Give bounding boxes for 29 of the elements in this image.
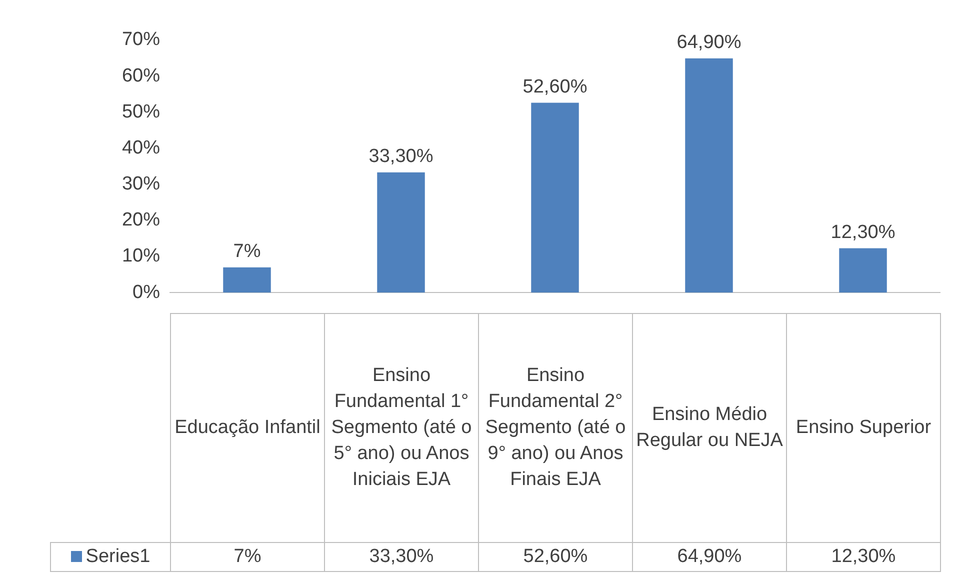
data-label: 64,90% [632,542,786,572]
y-tick-label: 50% [122,101,160,122]
y-tick-label: 40% [122,137,160,158]
data-label: 12,30% [786,542,940,572]
y-tick-label: 60% [122,65,160,86]
x-tick-label: Ensino Médio Regular ou NEJA [632,314,786,542]
bar [531,102,579,293]
text: 12,30% [830,222,896,243]
text: 33,30% [368,146,434,168]
x-tick-label: Ensino Fundamental 1° Segmento (até o 5° ano) ou Anos Iniciais EJA [324,314,478,542]
bar [223,267,271,293]
data-label: 33,30% [324,542,478,572]
y-tick-label: 0% [132,282,160,303]
x-tick-label: Educação Infantil [170,314,324,542]
x-tick-label: Ensino Fundamental 2° Segmento (até o 9° ano) ou Anos Finais EJA [478,314,632,542]
text: 52,60% [522,76,588,98]
data-label: 52,60% [478,542,632,572]
bar [685,58,733,293]
legend-label: Series1 [50,542,170,572]
y-tick-label: 30% [122,174,160,195]
bar [377,172,425,293]
data-label: 7% [170,542,324,572]
bar [839,248,887,293]
y-tick-label: 70% [122,29,160,50]
y-tick-label: 20% [122,210,160,231]
text: 7% [233,241,261,262]
x-tick-label: Ensino Superior [786,314,940,542]
text: 64,90% [676,32,742,54]
y-tick-label: 10% [122,246,160,267]
